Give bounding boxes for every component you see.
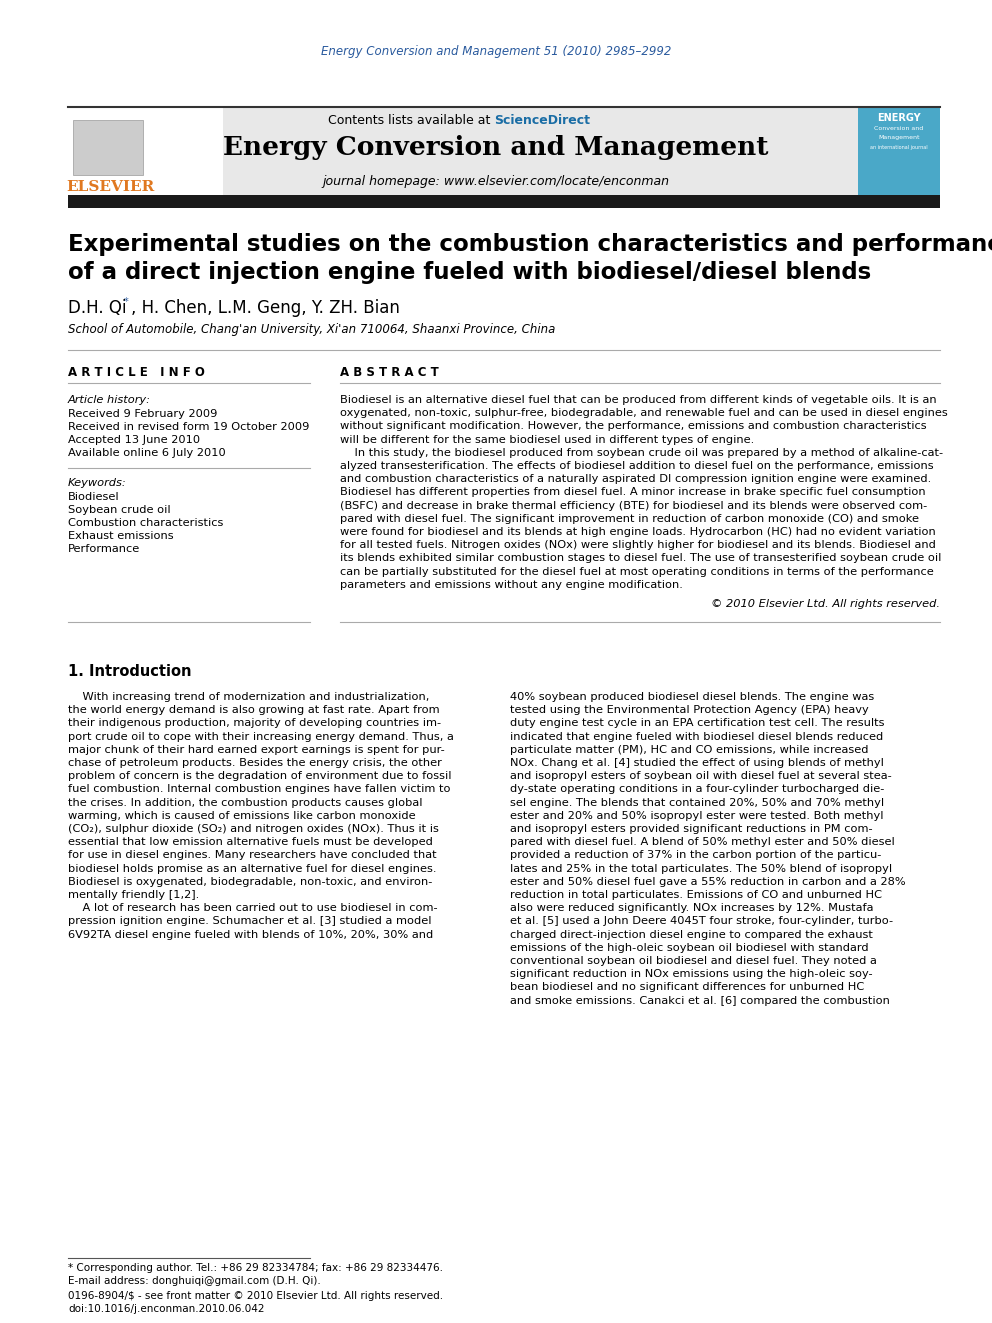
Text: major chunk of their hard earned export earnings is spent for pur-: major chunk of their hard earned export … bbox=[68, 745, 444, 755]
Bar bbox=[73, 120, 143, 175]
Text: indicated that engine fueled with biodiesel diesel blends reduced: indicated that engine fueled with biodie… bbox=[510, 732, 883, 742]
Text: School of Automobile, Chang'an University, Xi'an 710064, Shaanxi Province, China: School of Automobile, Chang'an Universit… bbox=[68, 324, 556, 336]
Text: essential that low emission alternative fuels must be developed: essential that low emission alternative … bbox=[68, 837, 433, 847]
Text: for all tested fuels. Nitrogen oxides (NOx) were slightly higher for biodiesel a: for all tested fuels. Nitrogen oxides (N… bbox=[340, 540, 935, 550]
Text: significant reduction in NOx emissions using the high-oleic soy-: significant reduction in NOx emissions u… bbox=[510, 970, 873, 979]
Text: the crises. In addition, the combustion products causes global: the crises. In addition, the combustion … bbox=[68, 798, 423, 807]
Text: Biodiesel: Biodiesel bbox=[68, 492, 120, 501]
Text: Biodiesel is oxygenated, biodegradable, non-toxic, and environ-: Biodiesel is oxygenated, biodegradable, … bbox=[68, 877, 433, 886]
Text: Experimental studies on the combustion characteristics and performance: Experimental studies on the combustion c… bbox=[68, 233, 992, 255]
Text: © 2010 Elsevier Ltd. All rights reserved.: © 2010 Elsevier Ltd. All rights reserved… bbox=[711, 599, 940, 609]
Text: will be different for the same biodiesel used in different types of engine.: will be different for the same biodiesel… bbox=[340, 434, 754, 445]
Text: chase of petroleum products. Besides the energy crisis, the other: chase of petroleum products. Besides the… bbox=[68, 758, 441, 767]
Text: doi:10.1016/j.enconman.2010.06.042: doi:10.1016/j.enconman.2010.06.042 bbox=[68, 1304, 265, 1314]
Text: fuel combustion. Internal combustion engines have fallen victim to: fuel combustion. Internal combustion eng… bbox=[68, 785, 450, 794]
Text: 0196-8904/$ - see front matter © 2010 Elsevier Ltd. All rights reserved.: 0196-8904/$ - see front matter © 2010 El… bbox=[68, 1291, 443, 1301]
Text: Energy Conversion and Management: Energy Conversion and Management bbox=[223, 135, 769, 160]
Text: (BSFC) and decrease in brake thermal efficiency (BTE) for biodiesel and its blen: (BSFC) and decrease in brake thermal eff… bbox=[340, 500, 928, 511]
Text: Article history:: Article history: bbox=[68, 396, 151, 405]
Text: dy-state operating conditions in a four-cylinder turbocharged die-: dy-state operating conditions in a four-… bbox=[510, 785, 885, 794]
Text: alyzed transesterification. The effects of biodiesel addition to diesel fuel on : alyzed transesterification. The effects … bbox=[340, 460, 933, 471]
Text: for use in diesel engines. Many researchers have concluded that: for use in diesel engines. Many research… bbox=[68, 851, 436, 860]
Text: ELSEVIER: ELSEVIER bbox=[65, 180, 154, 194]
Text: ester and 20% and 50% isopropyl ester were tested. Both methyl: ester and 20% and 50% isopropyl ester we… bbox=[510, 811, 884, 820]
Text: bean biodiesel and no significant differences for unburned HC: bean biodiesel and no significant differ… bbox=[510, 983, 864, 992]
Text: ENERGY: ENERGY bbox=[877, 112, 921, 123]
Text: With increasing trend of modernization and industrialization,: With increasing trend of modernization a… bbox=[68, 692, 430, 703]
Text: journal homepage: www.elsevier.com/locate/enconman: journal homepage: www.elsevier.com/locat… bbox=[322, 176, 670, 188]
Text: Keywords:: Keywords: bbox=[68, 478, 127, 488]
Text: lates and 25% in the total particulates. The 50% blend of isopropyl: lates and 25% in the total particulates.… bbox=[510, 864, 892, 873]
Text: Contents lists available at: Contents lists available at bbox=[327, 114, 494, 127]
Text: biodiesel holds promise as an alternative fuel for diesel engines.: biodiesel holds promise as an alternativ… bbox=[68, 864, 436, 873]
Bar bbox=[68, 107, 223, 194]
Text: parameters and emissions without any engine modification.: parameters and emissions without any eng… bbox=[340, 579, 682, 590]
Text: and combustion characteristics of a naturally aspirated DI compression ignition : and combustion characteristics of a natu… bbox=[340, 474, 931, 484]
Text: Conversion and: Conversion and bbox=[874, 127, 924, 131]
Text: an international journal: an international journal bbox=[870, 146, 928, 151]
Text: Management: Management bbox=[878, 135, 920, 140]
Text: Accepted 13 June 2010: Accepted 13 June 2010 bbox=[68, 435, 200, 445]
Text: 6V92TA diesel engine fueled with blends of 10%, 20%, 30% and: 6V92TA diesel engine fueled with blends … bbox=[68, 930, 434, 939]
Text: the world energy demand is also growing at fast rate. Apart from: the world energy demand is also growing … bbox=[68, 705, 439, 716]
Text: A lot of research has been carried out to use biodiesel in com-: A lot of research has been carried out t… bbox=[68, 904, 437, 913]
Text: mentally friendly [1,2].: mentally friendly [1,2]. bbox=[68, 890, 199, 900]
Text: reduction in total particulates. Emissions of CO and unburned HC: reduction in total particulates. Emissio… bbox=[510, 890, 882, 900]
Text: and isopropyl esters of soybean oil with diesel fuel at several stea-: and isopropyl esters of soybean oil with… bbox=[510, 771, 892, 781]
Bar bbox=[68, 107, 924, 194]
Text: et al. [5] used a John Deere 4045T four stroke, four-cylinder, turbo-: et al. [5] used a John Deere 4045T four … bbox=[510, 917, 893, 926]
Text: of a direct injection engine fueled with biodiesel/diesel blends: of a direct injection engine fueled with… bbox=[68, 261, 871, 283]
Text: Performance: Performance bbox=[68, 544, 140, 554]
Text: its blends exhibited similar combustion stages to diesel fuel. The use of transe: its blends exhibited similar combustion … bbox=[340, 553, 941, 564]
Text: 40% soybean produced biodiesel diesel blends. The engine was: 40% soybean produced biodiesel diesel bl… bbox=[510, 692, 874, 703]
Text: particulate matter (PM), HC and CO emissions, while increased: particulate matter (PM), HC and CO emiss… bbox=[510, 745, 869, 755]
Text: were found for biodiesel and its blends at high engine loads. Hydrocarbon (HC) h: were found for biodiesel and its blends … bbox=[340, 527, 935, 537]
Text: (CO₂), sulphur dioxide (SO₂) and nitrogen oxides (NOx). Thus it is: (CO₂), sulphur dioxide (SO₂) and nitroge… bbox=[68, 824, 438, 833]
Text: duty engine test cycle in an EPA certification test cell. The results: duty engine test cycle in an EPA certifi… bbox=[510, 718, 885, 729]
Text: *: * bbox=[124, 296, 129, 307]
Text: warming, which is caused of emissions like carbon monoxide: warming, which is caused of emissions li… bbox=[68, 811, 416, 820]
Text: Combustion characteristics: Combustion characteristics bbox=[68, 519, 223, 528]
Text: provided a reduction of 37% in the carbon portion of the particu-: provided a reduction of 37% in the carbo… bbox=[510, 851, 881, 860]
Text: sel engine. The blends that contained 20%, 50% and 70% methyl: sel engine. The blends that contained 20… bbox=[510, 798, 884, 807]
Text: and isopropyl esters provided significant reductions in PM com-: and isopropyl esters provided significan… bbox=[510, 824, 873, 833]
Text: A R T I C L E   I N F O: A R T I C L E I N F O bbox=[68, 366, 205, 380]
Text: port crude oil to cope with their increasing energy demand. Thus, a: port crude oil to cope with their increa… bbox=[68, 732, 454, 742]
Text: pression ignition engine. Schumacher et al. [3] studied a model: pression ignition engine. Schumacher et … bbox=[68, 917, 432, 926]
Text: * Corresponding author. Tel.: +86 29 82334784; fax: +86 29 82334476.: * Corresponding author. Tel.: +86 29 823… bbox=[68, 1263, 443, 1273]
Text: Received in revised form 19 October 2009: Received in revised form 19 October 2009 bbox=[68, 422, 310, 433]
Text: without significant modification. However, the performance, emissions and combus: without significant modification. Howeve… bbox=[340, 422, 927, 431]
Text: charged direct-injection diesel engine to compared the exhaust: charged direct-injection diesel engine t… bbox=[510, 930, 873, 939]
Text: emissions of the high-oleic soybean oil biodiesel with standard: emissions of the high-oleic soybean oil … bbox=[510, 943, 869, 953]
Text: 1. Introduction: 1. Introduction bbox=[68, 664, 191, 680]
Text: NOx. Chang et al. [4] studied the effect of using blends of methyl: NOx. Chang et al. [4] studied the effect… bbox=[510, 758, 884, 767]
Bar bbox=[68, 194, 940, 208]
Text: ScienceDirect: ScienceDirect bbox=[494, 114, 590, 127]
Text: also were reduced significantly. NOx increases by 12%. Mustafa: also were reduced significantly. NOx inc… bbox=[510, 904, 874, 913]
Text: and smoke emissions. Canakci et al. [6] compared the combustion: and smoke emissions. Canakci et al. [6] … bbox=[510, 996, 890, 1005]
Text: In this study, the biodiesel produced from soybean crude oil was prepared by a m: In this study, the biodiesel produced fr… bbox=[340, 447, 943, 458]
Text: ester and 50% diesel fuel gave a 55% reduction in carbon and a 28%: ester and 50% diesel fuel gave a 55% red… bbox=[510, 877, 906, 886]
Text: A B S T R A C T: A B S T R A C T bbox=[340, 366, 438, 380]
Text: Soybean crude oil: Soybean crude oil bbox=[68, 505, 171, 515]
Text: Biodiesel is an alternative diesel fuel that can be produced from different kind: Biodiesel is an alternative diesel fuel … bbox=[340, 396, 936, 405]
Text: Energy Conversion and Management 51 (2010) 2985–2992: Energy Conversion and Management 51 (201… bbox=[320, 45, 672, 58]
Text: pared with diesel fuel. A blend of 50% methyl ester and 50% diesel: pared with diesel fuel. A blend of 50% m… bbox=[510, 837, 895, 847]
Text: Available online 6 July 2010: Available online 6 July 2010 bbox=[68, 448, 226, 458]
Text: Received 9 February 2009: Received 9 February 2009 bbox=[68, 409, 217, 419]
Text: conventional soybean oil biodiesel and diesel fuel. They noted a: conventional soybean oil biodiesel and d… bbox=[510, 957, 877, 966]
Text: tested using the Environmental Protection Agency (EPA) heavy: tested using the Environmental Protectio… bbox=[510, 705, 869, 716]
Text: oxygenated, non-toxic, sulphur-free, biodegradable, and renewable fuel and can b: oxygenated, non-toxic, sulphur-free, bio… bbox=[340, 409, 947, 418]
Bar bbox=[858, 107, 940, 194]
Text: problem of concern is the degradation of environment due to fossil: problem of concern is the degradation of… bbox=[68, 771, 451, 781]
Text: pared with diesel fuel. The significant improvement in reduction of carbon monox: pared with diesel fuel. The significant … bbox=[340, 513, 919, 524]
Text: their indigenous production, majority of developing countries im-: their indigenous production, majority of… bbox=[68, 718, 441, 729]
Text: E-mail address: donghuiqi@gmail.com (D.H. Qi).: E-mail address: donghuiqi@gmail.com (D.H… bbox=[68, 1275, 320, 1286]
Text: , H. Chen, L.M. Geng, Y. ZH. Bian: , H. Chen, L.M. Geng, Y. ZH. Bian bbox=[131, 299, 400, 318]
Text: Biodiesel has different properties from diesel fuel. A minor increase in brake s: Biodiesel has different properties from … bbox=[340, 487, 926, 497]
Text: D.H. Qi: D.H. Qi bbox=[68, 299, 127, 318]
Text: Exhaust emissions: Exhaust emissions bbox=[68, 531, 174, 541]
Text: can be partially substituted for the diesel fuel at most operating conditions in: can be partially substituted for the die… bbox=[340, 566, 933, 577]
